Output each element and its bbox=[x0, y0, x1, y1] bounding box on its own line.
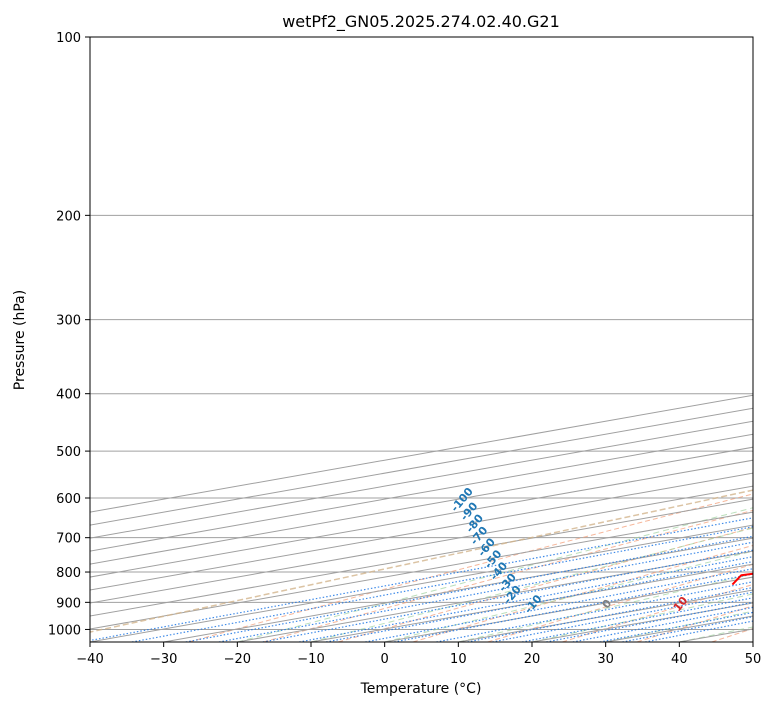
isotherm-line bbox=[90, 485, 753, 604]
y-tick-label: 900 bbox=[56, 596, 81, 611]
x-tick-label: 30 bbox=[597, 652, 614, 667]
y-tick-label: 300 bbox=[56, 314, 81, 329]
isotherm-line bbox=[90, 472, 753, 591]
dry-adiabat bbox=[562, 583, 753, 642]
x-tick-label: 0 bbox=[381, 652, 389, 667]
y-tick-label: 800 bbox=[56, 566, 81, 581]
x-tick-label: 50 bbox=[745, 652, 762, 667]
background-lines bbox=[90, 37, 753, 642]
mixing-ratio-line bbox=[131, 526, 753, 642]
x-tick-label: −30 bbox=[150, 652, 177, 667]
x-tick-label: 10 bbox=[450, 652, 467, 667]
y-tick-label: 400 bbox=[56, 388, 81, 403]
y-axis-title: Pressure (hPa) bbox=[12, 290, 28, 390]
mixing-ratio-line bbox=[394, 573, 753, 642]
y-tick-label: 500 bbox=[56, 445, 81, 460]
y-tick-label: 700 bbox=[56, 532, 81, 547]
y-tick-label: 1000 bbox=[48, 623, 81, 638]
isotherm-line bbox=[90, 446, 753, 565]
isotherm-line bbox=[90, 459, 753, 578]
plot-frame bbox=[89, 36, 754, 643]
mixing-ratio-line bbox=[622, 616, 753, 642]
isotherm-line bbox=[90, 511, 753, 630]
x-tick-label: 40 bbox=[671, 652, 688, 667]
dry-adiabat bbox=[188, 493, 753, 642]
mixing-ratio-line bbox=[599, 611, 753, 642]
x-tick-label: −20 bbox=[224, 652, 251, 667]
x-tick-label: 20 bbox=[524, 652, 541, 667]
isotherm-line bbox=[90, 433, 753, 552]
isotherm-line bbox=[163, 537, 753, 642]
axes: −40 −30 −20 −10 0 10 20 30 40 50 100 200 300 400 500 60… bbox=[48, 31, 761, 667]
x-axis-title: Temperature (°C) bbox=[360, 681, 482, 697]
y-tick-label: 100 bbox=[56, 31, 81, 46]
mixing-ratio-line bbox=[365, 568, 753, 642]
reference-curve bbox=[90, 489, 753, 633]
mixing-ratio-line bbox=[325, 560, 753, 642]
chart-title: wetPf2_GN05.2025.274.02.40.G21 bbox=[282, 12, 560, 32]
y-tick-label: 600 bbox=[56, 492, 81, 507]
isotherm-line bbox=[90, 524, 753, 642]
x-tick-label: −10 bbox=[297, 652, 324, 667]
mixing-ratio-line bbox=[299, 556, 753, 642]
x-tick-label: −40 bbox=[76, 652, 103, 667]
dry-adiabat bbox=[487, 563, 753, 642]
mixing-ratio-line bbox=[262, 549, 753, 642]
y-tick-label: 200 bbox=[56, 209, 81, 224]
